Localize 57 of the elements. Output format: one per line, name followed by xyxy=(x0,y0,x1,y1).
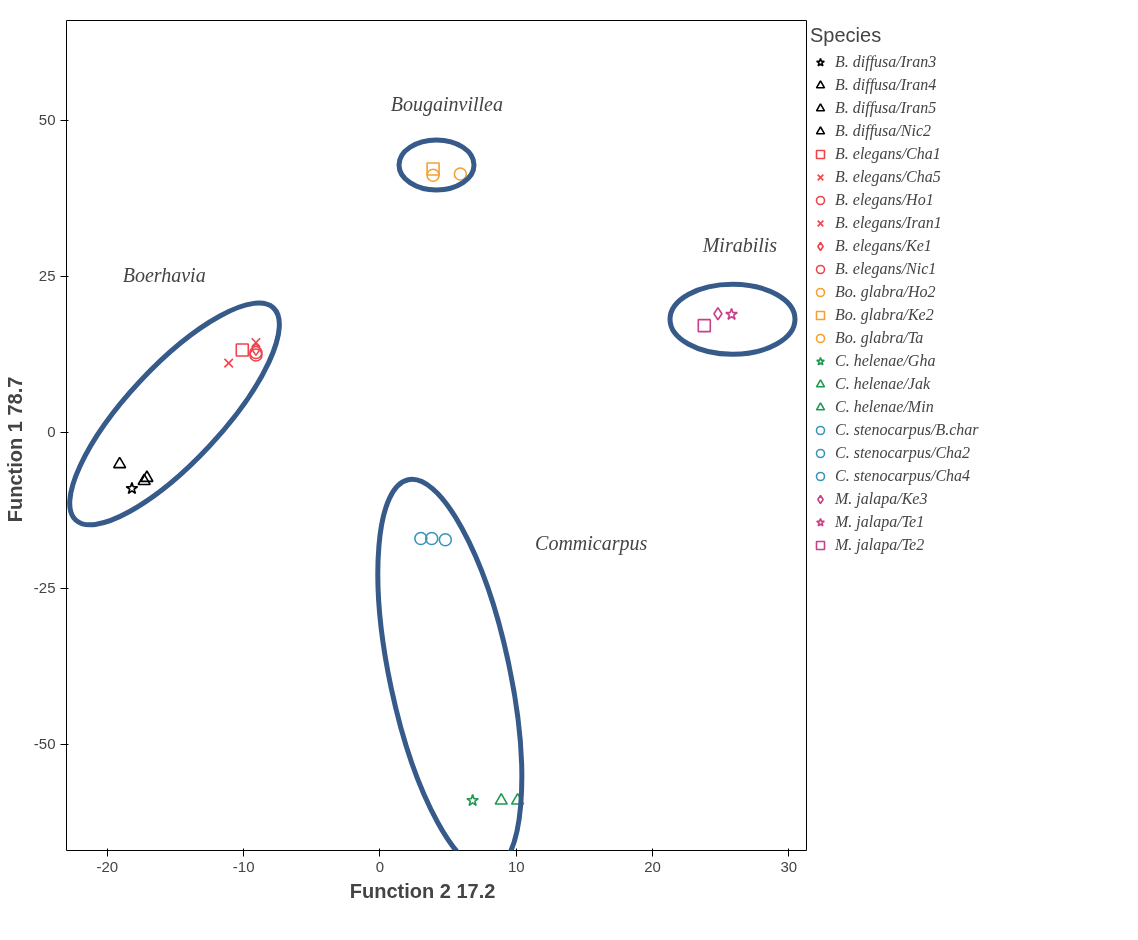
y-tick-label: 0 xyxy=(47,423,56,441)
legend-label: Bo. glabra/Ke2 xyxy=(835,305,934,325)
point xyxy=(223,358,234,369)
point xyxy=(510,792,525,805)
x-axis-title: Function 2 17.2 xyxy=(349,879,496,902)
legend-label: B. diffusa/Nic2 xyxy=(835,121,931,141)
y-tick-label: 25 xyxy=(38,267,56,285)
legend-label: M. jalapa/Te2 xyxy=(835,535,925,555)
point xyxy=(713,307,723,321)
annotation: Bougainvillea xyxy=(390,92,503,116)
legend-label: C. stenocarpus/B.char xyxy=(835,420,979,440)
x-tick-label: 20 xyxy=(644,857,661,875)
legend-label: Bo. glabra/Ho2 xyxy=(835,282,936,302)
legend-label: B. diffusa/Iran5 xyxy=(835,98,937,118)
point xyxy=(250,337,261,348)
x-tick-label: -20 xyxy=(96,857,119,875)
y-tick-label: -25 xyxy=(33,579,56,597)
legend-label: C. helenae/Jak xyxy=(835,374,931,394)
y-tick-label: -50 xyxy=(33,735,56,753)
x-tick-label: 0 xyxy=(375,857,385,875)
point xyxy=(414,531,428,546)
x-tick-label: 10 xyxy=(507,857,525,875)
legend-label: M. jalapa/Te1 xyxy=(835,512,925,532)
point xyxy=(438,532,453,547)
legend-label: C. stenocarpus/Cha4 xyxy=(835,466,971,486)
legend-label: B. elegans/Ke1 xyxy=(835,236,932,256)
x-tick-label: -10 xyxy=(232,857,255,875)
legend-label: B. elegans/Cha1 xyxy=(835,144,941,164)
annotation: Boerhavia xyxy=(122,264,206,287)
annotation: Mirabilis xyxy=(701,233,778,256)
legend-label: C. helenae/Gha xyxy=(835,351,936,371)
legend-label: Bo. glabra/Ta xyxy=(835,328,924,348)
y-axis-title: Function 1 78.7 xyxy=(3,376,26,523)
y-tick-label: 50 xyxy=(38,111,56,129)
legend-label: B. elegans/Ho1 xyxy=(835,190,934,210)
point xyxy=(112,456,127,469)
point xyxy=(426,168,440,183)
legend-label: M. jalapa/Ke3 xyxy=(835,489,928,509)
legend-title: Species xyxy=(810,24,883,47)
annotation: Commicarpus xyxy=(535,532,648,556)
legend-label: B. elegans/Cha5 xyxy=(835,167,941,187)
legend-label: B. diffusa/Iran3 xyxy=(835,52,937,72)
point xyxy=(424,531,439,546)
point xyxy=(453,167,468,181)
point xyxy=(697,318,712,333)
legend-label: C. helenae/Min xyxy=(835,397,934,417)
legend-label: B. elegans/Nic1 xyxy=(835,259,937,279)
point xyxy=(466,793,480,807)
point xyxy=(494,792,509,805)
point xyxy=(426,162,440,176)
point xyxy=(725,307,739,321)
x-tick-label: 30 xyxy=(780,857,798,875)
legend-label: B. elegans/Iran1 xyxy=(835,213,942,233)
point xyxy=(125,481,139,495)
legend-label: B. diffusa/Iran4 xyxy=(835,75,937,95)
legend-label: C. stenocarpus/Cha2 xyxy=(835,443,971,463)
point xyxy=(235,343,250,357)
